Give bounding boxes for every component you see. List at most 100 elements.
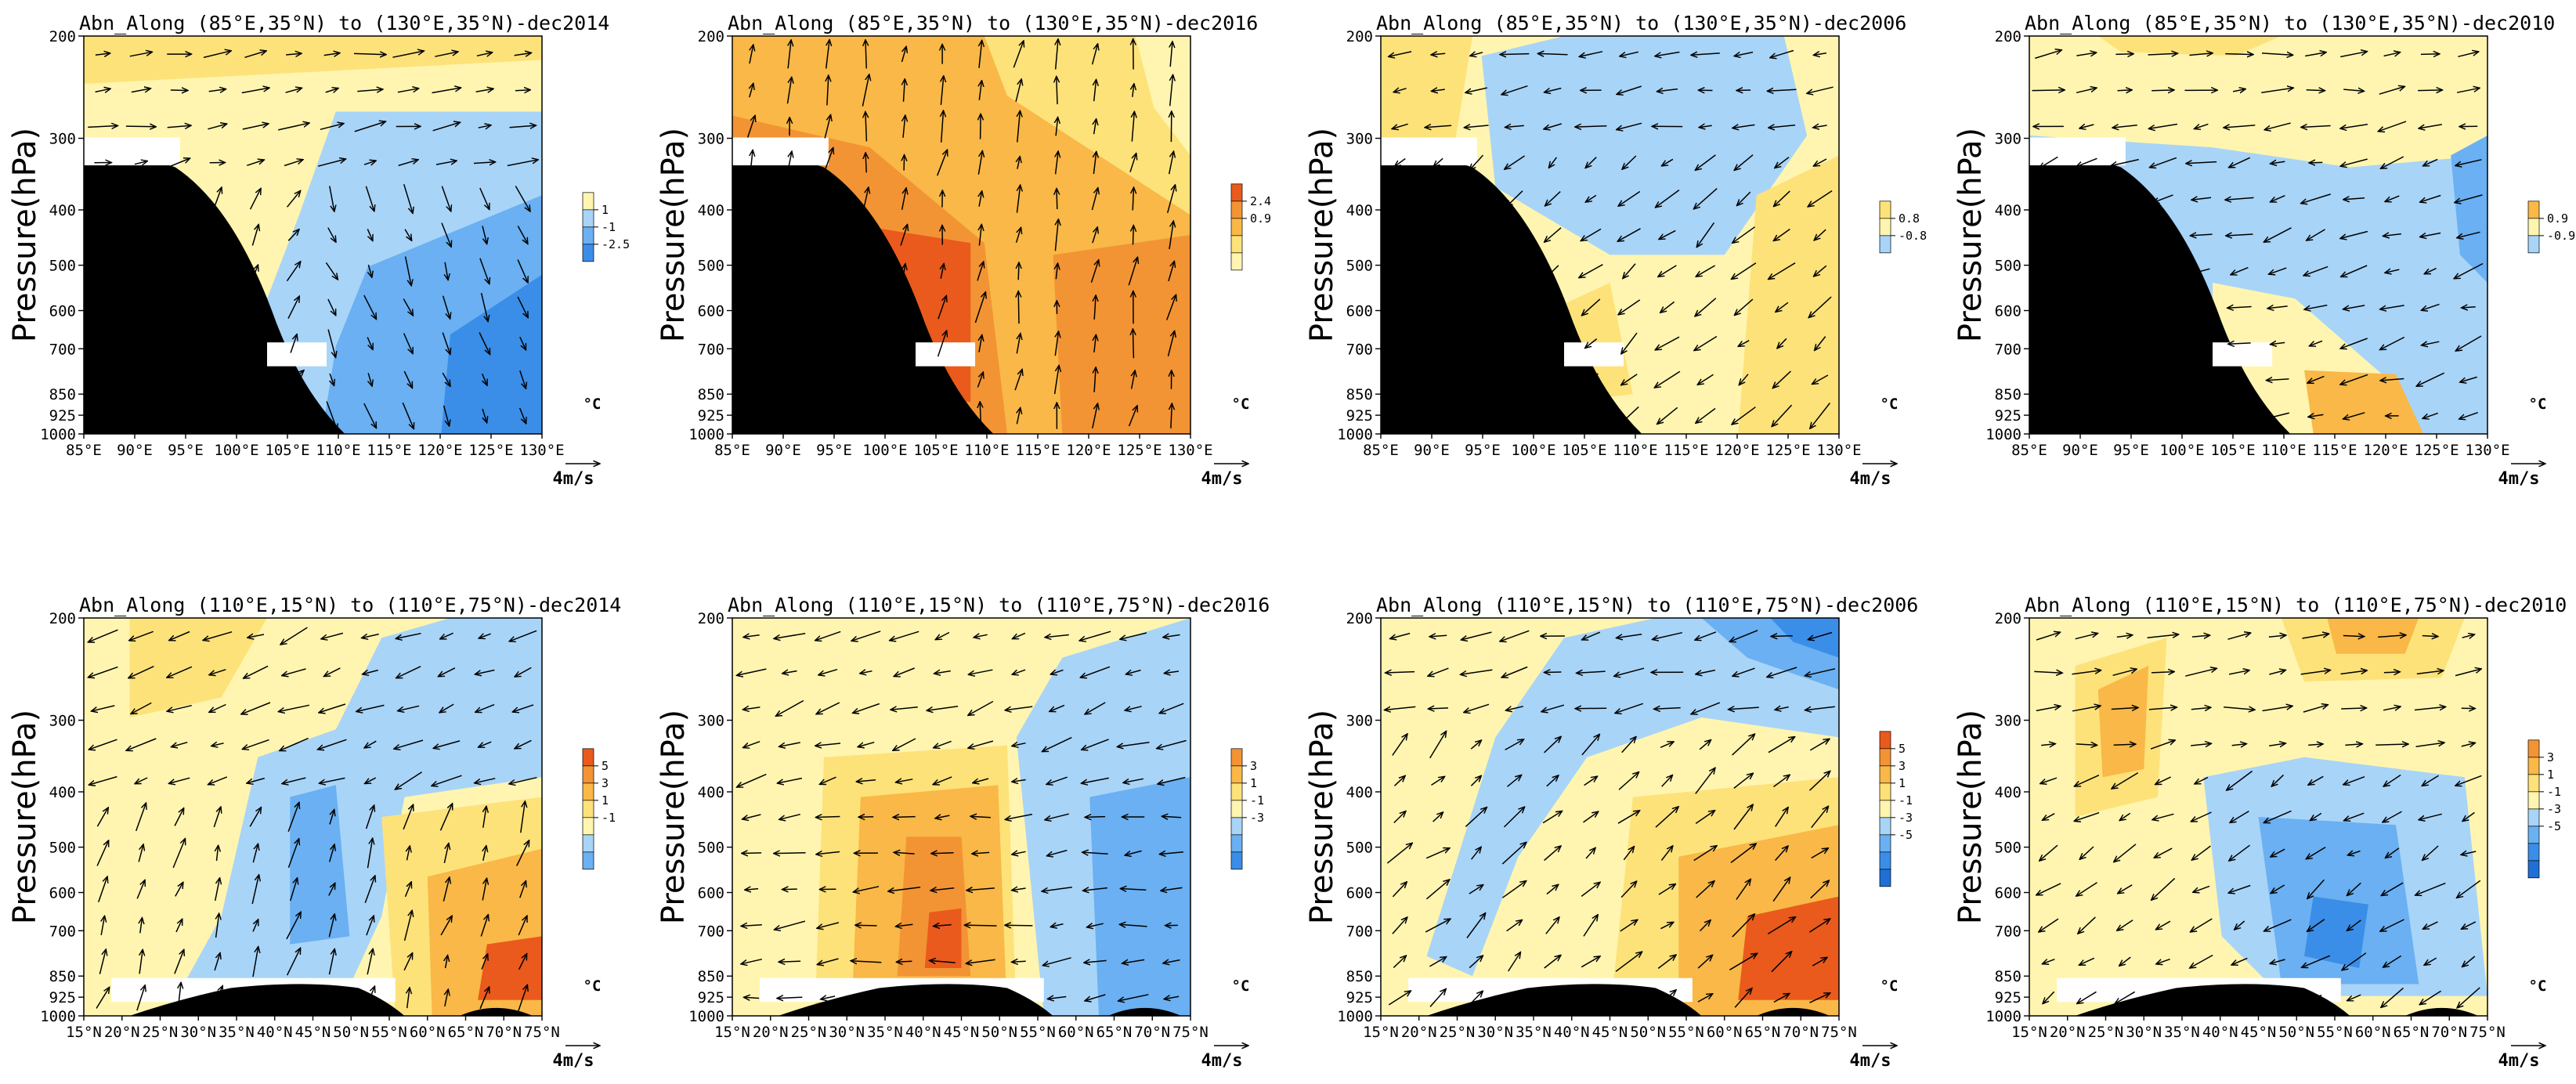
- wind-vector: [970, 996, 991, 999]
- wind-vector: [1732, 914, 1755, 938]
- wind-vector: [1428, 368, 1450, 391]
- wind-vectors: [1389, 49, 1834, 429]
- wind-vector: [779, 961, 801, 962]
- wind-vector: [1469, 956, 1483, 969]
- wind-vector: [445, 262, 448, 280]
- wind-vector: [209, 703, 226, 713]
- colorbar: 1 -1 -2.5: [582, 192, 630, 262]
- y-tick-label: 300: [698, 131, 724, 148]
- wind-vector: [432, 775, 462, 786]
- wind-vector: [1128, 257, 1137, 286]
- wind-vector: [139, 373, 143, 387]
- wind-vector: [483, 806, 486, 828]
- wind-vector: [1773, 993, 1790, 1003]
- y-tick-label: 600: [698, 303, 724, 320]
- wind-vector: [1045, 813, 1069, 820]
- wind-vector: [1697, 374, 1714, 385]
- wind-vector: [1393, 811, 1406, 824]
- wind-vector: [318, 159, 345, 167]
- wind-vector: [1125, 706, 1142, 710]
- wind-vector: [1092, 403, 1098, 428]
- colorbar-swatch: [2527, 757, 2540, 775]
- wind-vector: [397, 89, 419, 93]
- y-tick-label: 200: [1995, 28, 2021, 45]
- wind-vector: [970, 816, 991, 818]
- wind-vector: [1393, 89, 1407, 92]
- wind-vector: [865, 153, 866, 173]
- wind-vector: [481, 373, 488, 385]
- wind-vector: [328, 914, 334, 938]
- x-tick-label: 120°E: [1714, 442, 1759, 459]
- colorbar-label: 1: [602, 203, 609, 217]
- panel-title: Abn_Along (110°E,15°N) to (110°E,75°N)-d…: [2025, 594, 2567, 616]
- wind-vector: [744, 997, 760, 998]
- wind-vector: [2148, 53, 2178, 55]
- wind-vectors: [88, 627, 537, 1014]
- wind-vector: [2191, 743, 2211, 746]
- wind-vector: [394, 739, 424, 749]
- wind-vector: [96, 263, 109, 280]
- wind-vector: [1767, 667, 1797, 677]
- x-tick-label: 90°E: [2062, 442, 2098, 459]
- wind-vector: [968, 740, 994, 748]
- reference-vector-label: 4m/s: [1850, 1051, 1891, 1071]
- colorbar-swatch: [2527, 791, 2540, 810]
- wind-vector: [966, 888, 995, 891]
- wind-vector: [249, 808, 261, 827]
- wind-vector: [1012, 632, 1026, 638]
- wind-vector: [287, 190, 301, 208]
- wind-vector: [891, 707, 918, 710]
- wind-vector: [1429, 185, 1448, 212]
- wind-vector: [1396, 335, 1405, 350]
- colorbar-unit: °C: [2529, 396, 2547, 413]
- wind-vector: [860, 671, 873, 674]
- wind-vector: [2079, 230, 2095, 238]
- wind-vector: [1623, 263, 1636, 279]
- colorbar-swatch: [1879, 748, 1891, 767]
- x-tick-label: 70°N: [486, 1024, 522, 1041]
- wind-vector: [135, 777, 148, 784]
- x-tick-label: 55°N: [1020, 1024, 1056, 1041]
- colorbar-swatch: [582, 851, 594, 870]
- y-axis-label: Pressure(hPa): [1304, 128, 1340, 342]
- wind-vector: [1466, 913, 1486, 938]
- x-tick-label: 60°N: [410, 1024, 446, 1041]
- wind-vector: [252, 844, 258, 863]
- wind-vector: [1733, 804, 1753, 830]
- wind-vector: [2079, 846, 2094, 859]
- y-tick-label: 700: [1346, 341, 1373, 358]
- wind-vector: [1429, 635, 1447, 637]
- x-tick-label: 15°N: [714, 1024, 750, 1041]
- wind-vector: [319, 777, 345, 783]
- wind-vector: [1620, 51, 1639, 56]
- x-tick-label: 75°N: [1172, 1024, 1209, 1041]
- y-tick-label: 850: [1995, 386, 2021, 403]
- wind-vector: [1464, 224, 1490, 245]
- colorbar-swatch: [1230, 765, 1243, 784]
- wind-vector: [1501, 85, 1528, 95]
- y-tick-label: 925: [49, 989, 76, 1006]
- wind-vector: [937, 150, 948, 176]
- wind-vector: [88, 666, 118, 678]
- wind-vector: [288, 987, 298, 1009]
- wind-vector: [136, 985, 145, 1011]
- wind-vector: [1050, 670, 1064, 674]
- wind-vector: [1732, 406, 1756, 425]
- wind-vector: [2114, 844, 2137, 862]
- wind-vector: [2455, 194, 2483, 203]
- wind-vector: [1661, 775, 1673, 787]
- x-tick-label: 95°E: [168, 442, 204, 459]
- wind-vector: [328, 948, 335, 975]
- y-tick-label: 500: [1995, 840, 2021, 857]
- wind-vector: [1168, 151, 1174, 175]
- y-tick-label: 700: [49, 923, 76, 940]
- wind-vector: [1133, 84, 1134, 97]
- wind-vector: [1617, 633, 1642, 638]
- wind-vector: [748, 220, 753, 250]
- wind-vector: [479, 634, 491, 638]
- wind-vector: [1392, 882, 1407, 898]
- wind-vector: [2457, 231, 2480, 237]
- wind-vector: [2302, 634, 2329, 639]
- wind-vector: [1120, 632, 1147, 639]
- wind-vector: [888, 886, 921, 891]
